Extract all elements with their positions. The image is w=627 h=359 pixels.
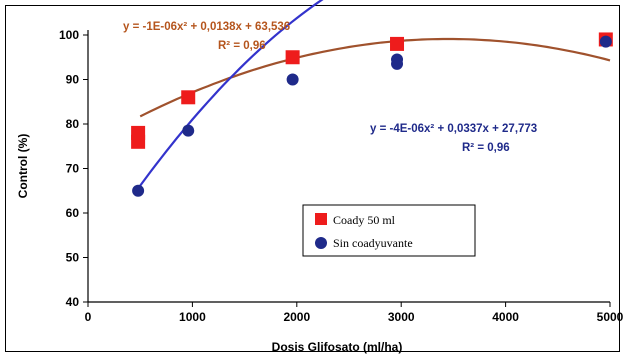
x-tick-label: 5000 bbox=[597, 310, 624, 324]
x-tick-label: 4000 bbox=[492, 310, 519, 324]
x-tick-label: 1000 bbox=[179, 310, 206, 324]
y-tick-label: 80 bbox=[66, 117, 80, 131]
chart-frame bbox=[5, 5, 620, 352]
x-axis-title: Dosis Glifosato (ml/ha) bbox=[272, 340, 403, 354]
y-axis-title: Control (%) bbox=[16, 134, 30, 199]
axes bbox=[87, 30, 610, 303]
point-coady bbox=[390, 36, 405, 51]
legend-marker-sin-coadyuvante bbox=[315, 237, 327, 249]
point-sin-coadyuvante bbox=[182, 124, 195, 137]
legend-box bbox=[302, 204, 476, 257]
point-sin-coadyuvante bbox=[286, 73, 299, 86]
y-tick-label: 90 bbox=[66, 73, 80, 87]
y-tick-label: 60 bbox=[66, 206, 80, 220]
legend-label-sin-coadyuvante: Sin coadyuvante bbox=[333, 236, 413, 250]
y-tick-label: 70 bbox=[66, 162, 80, 176]
equation-sin-coadyuvante: y = -4E-06x² + 0,0337x + 27,773 bbox=[370, 123, 537, 135]
legend: Coady 50 ml Sin coadyuvante bbox=[302, 204, 476, 257]
trend-line-coady bbox=[139, 37, 611, 118]
point-sin-coadyuvante bbox=[391, 53, 404, 66]
trend-line-sin-coadyuvante bbox=[139, 0, 324, 187]
tick-labels: 0 1000 2000 3000 4000 5000 40 50 60 70 80 90 100 bbox=[59, 28, 624, 324]
x-tick-label: 2000 bbox=[283, 310, 310, 324]
x-tick-label: 0 bbox=[85, 310, 92, 324]
trend-lines bbox=[139, 0, 611, 187]
point-coady bbox=[131, 125, 146, 140]
point-coady bbox=[181, 90, 196, 105]
point-sin-coadyuvante bbox=[599, 35, 612, 48]
x-tick-label: 3000 bbox=[388, 310, 415, 324]
point-coady bbox=[285, 50, 300, 65]
equation-coady: y = -1E-06x² + 0,0138x + 63,536 bbox=[123, 21, 290, 33]
data-points bbox=[131, 32, 613, 197]
r2-sin-coadyuvante: R² = 0,96 bbox=[462, 142, 510, 154]
y-tick-label: 100 bbox=[59, 28, 79, 42]
point-sin-coadyuvante bbox=[132, 184, 145, 197]
legend-label-coady: Coady 50 ml bbox=[333, 213, 396, 227]
r2-coady: R² = 0,96 bbox=[218, 40, 266, 52]
y-tick-label: 40 bbox=[66, 295, 80, 309]
legend-marker-coady bbox=[315, 213, 327, 225]
y-tick-label: 50 bbox=[66, 251, 80, 265]
